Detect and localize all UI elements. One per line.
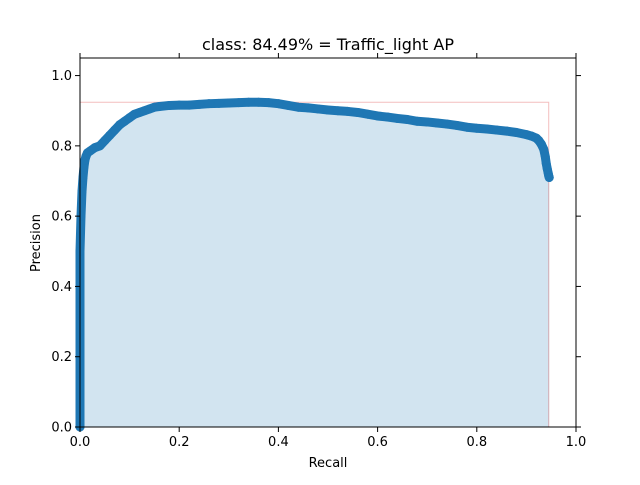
data-point (283, 100, 293, 110)
chart-title: class: 84.49% = Traffic_light AP (202, 35, 454, 55)
data-point (254, 97, 264, 107)
data-point (273, 99, 283, 109)
data-point (244, 97, 254, 107)
data-point (194, 99, 204, 109)
data-point (422, 117, 432, 127)
data-point (412, 116, 422, 126)
data-point (76, 211, 86, 221)
x-tick-label: 0.8 (466, 435, 487, 450)
x-tick-label: 1.0 (566, 435, 587, 450)
y-tick-label: 0.6 (51, 210, 72, 225)
data-point (392, 113, 402, 123)
axes: 0.0 0.2 0.4 0.6 0.8 1.0 0.0 0.2 0.4 0.6 0.8 1.0 (51, 53, 586, 450)
data-point (462, 122, 472, 132)
data-point (234, 98, 244, 108)
data-point (511, 128, 521, 138)
y-tick-label: 0.8 (51, 139, 72, 154)
data-point (79, 162, 89, 172)
data-point (164, 100, 174, 110)
data-point (343, 106, 353, 116)
y-tick-label: 0.2 (51, 350, 72, 365)
data-point (482, 124, 492, 134)
data-point (452, 120, 462, 130)
data-point (154, 101, 164, 111)
data-point (313, 104, 323, 114)
data-point (184, 100, 194, 110)
area-under-curve (80, 102, 550, 427)
data-point (539, 144, 549, 154)
y-axis-label: Precision (29, 214, 44, 272)
data-point (402, 115, 412, 124)
data-point (442, 119, 452, 129)
data-point (492, 125, 502, 135)
data-point (333, 106, 343, 116)
data-point (224, 98, 234, 108)
data-point (373, 111, 383, 121)
axes-frame (79, 57, 577, 428)
x-tick-label: 0.6 (367, 435, 388, 450)
x-tick-label: 0.2 (169, 435, 190, 450)
data-point (544, 172, 554, 182)
data-point (204, 99, 214, 109)
data-point (174, 100, 184, 110)
y-tick-label: 0.0 (51, 421, 72, 436)
x-axis-label: Recall (309, 456, 348, 471)
data-point (323, 105, 333, 115)
y-tick-label: 1.0 (51, 69, 72, 84)
data-point (303, 103, 313, 113)
data-point (353, 107, 363, 117)
data-point (263, 98, 273, 108)
data-point (383, 112, 393, 122)
data-point (432, 118, 442, 128)
y-tick-label: 0.4 (51, 280, 72, 295)
data-point (78, 172, 88, 182)
data-point (502, 126, 512, 136)
x-tick-label: 0.0 (70, 435, 91, 450)
plot-area (75, 97, 554, 432)
x-tick-label: 0.4 (268, 435, 289, 450)
data-point (214, 98, 224, 108)
data-point (540, 151, 550, 161)
data-point (472, 123, 482, 133)
data-point (77, 187, 87, 197)
data-point (363, 109, 373, 119)
data-point (293, 102, 303, 112)
